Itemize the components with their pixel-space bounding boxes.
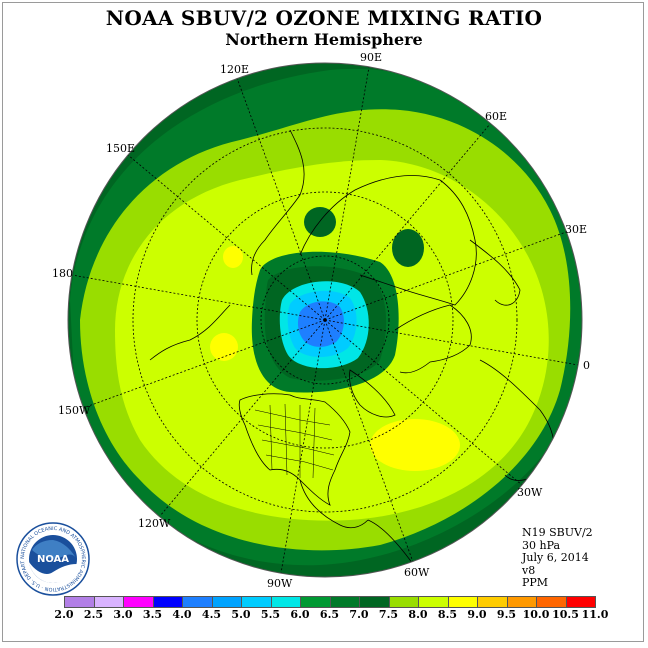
ozone-field: [68, 63, 582, 577]
legend-label: 6.5: [319, 608, 340, 621]
legend-swatch: [182, 596, 213, 608]
lon-label-0: 0: [583, 359, 590, 372]
coast-greenland: [349, 369, 396, 418]
meridian-60w: [324, 319, 414, 563]
color-legend-bar: [64, 596, 596, 608]
meridian-150w: [82, 319, 326, 409]
field-70-asia-a: [304, 207, 336, 237]
meridian-0: [324, 319, 579, 366]
lon-label-60e: 60E: [485, 110, 508, 123]
coast-europe: [394, 304, 472, 374]
legend-label: 10.0: [522, 608, 550, 621]
legend-label: 6.0: [290, 608, 310, 621]
meridian-180: [71, 274, 326, 321]
legend-swatch: [477, 596, 508, 608]
meridian-120w: [159, 319, 326, 517]
lon-label-90e: 90E: [360, 51, 383, 64]
field-85-pacific-a: [210, 333, 238, 361]
legend-swatch: [536, 596, 567, 608]
info-block: N19 SBUV/2 30 hPa July 6, 2014 v8 PPM: [522, 526, 593, 590]
field-70-asia-b: [392, 229, 424, 267]
legend-swatch: [329, 596, 360, 608]
lon-label-150e: 150E: [106, 142, 136, 155]
lon-label-60w: 60W: [404, 566, 430, 579]
legend-swatch: [211, 596, 242, 608]
legend-swatch: [270, 596, 301, 608]
map-subtitle: Northern Hemisphere: [225, 30, 423, 49]
info-units: PPM: [522, 576, 549, 589]
coast-asia: [299, 175, 477, 306]
legend-swatch: [300, 596, 331, 608]
legend-swatch: [565, 596, 596, 608]
map-boundary: [67, 62, 583, 578]
legend-swatch: [123, 596, 154, 608]
info-satellite: N19 SBUV/2: [522, 526, 593, 539]
legend-label: 2.5: [83, 608, 104, 621]
legend-swatch: [241, 596, 272, 608]
legend-label: 10.5: [552, 608, 579, 621]
legend-label: 2.0: [54, 608, 74, 621]
latitude-circle-1: [260, 255, 390, 385]
legend-swatch: [64, 596, 95, 608]
meridian-30w: [324, 319, 523, 486]
legend-label: 11.0: [581, 608, 609, 621]
logo-text: NOAA: [37, 554, 69, 565]
map-title: NOAA SBUV/2 OZONE MIXING RATIO: [105, 6, 543, 30]
lon-label-180: 180: [52, 267, 73, 280]
legend-label: 7.0: [349, 608, 369, 621]
info-version: v8: [522, 563, 536, 577]
meridian-60e: [324, 123, 491, 321]
meridian-30e: [324, 231, 567, 321]
coast-siberia: [251, 129, 305, 276]
legend-label: 5.0: [231, 608, 251, 621]
meridian-90w: [280, 319, 326, 574]
lon-label-30e: 30E: [565, 223, 588, 236]
coast-north-america: [238, 393, 351, 506]
graticule: [71, 66, 579, 574]
lon-label-90w: 90W: [267, 577, 293, 590]
legend-swatch: [418, 596, 449, 608]
polar-45: [297, 301, 344, 347]
meridian-150e: [127, 154, 326, 321]
lon-label-120w: 120W: [138, 517, 171, 530]
coast-alaska: [149, 304, 231, 361]
info-date: July 6, 2014: [522, 551, 589, 564]
legend-swatch: [359, 596, 390, 608]
legend-swatch: [447, 596, 478, 608]
legend-label: 7.5: [378, 608, 399, 621]
legend-swatch: [506, 596, 537, 608]
legend-label: 3.0: [113, 608, 133, 621]
lon-label-150w: 150W: [58, 404, 91, 417]
field-85-atlantic: [370, 419, 460, 471]
meridian-120e: [236, 77, 326, 321]
us-state-lines: [254, 403, 335, 479]
info-level: 30 hPa: [522, 538, 561, 552]
legend-label: 3.5: [142, 608, 163, 621]
field-85-pacific-b: [223, 246, 243, 268]
legend-label: 9.5: [496, 608, 517, 621]
color-legend-labels: 2.0 2.5 3.0 3.5 4.0 4.5 5.0 5.5 6.0 6.5 7.0 7.5 8.0 8…: [0, 608, 648, 624]
legend-label: 5.5: [260, 608, 281, 621]
noaa-logo: NATIONAL OCEANIC AND ATMOSPHERIC ADMINIS…: [16, 522, 90, 596]
legend-label: 4.5: [201, 608, 222, 621]
lon-label-30w: 30W: [517, 486, 543, 499]
meridian-90e: [324, 66, 370, 321]
legend-swatch: [152, 596, 183, 608]
legend-swatch: [93, 596, 124, 608]
legend-label: 8.0: [408, 608, 428, 621]
coast-central-america: [299, 479, 369, 529]
legend-label: 8.5: [437, 608, 458, 621]
latitude-circle-3: [132, 127, 518, 513]
lon-label-120e: 120E: [220, 63, 250, 76]
legend-label: 9.0: [467, 608, 487, 621]
legend-label: 4.0: [172, 608, 192, 621]
coast-india: [469, 239, 521, 306]
legend-swatch: [388, 596, 419, 608]
latitude-circle-2: [196, 191, 454, 449]
